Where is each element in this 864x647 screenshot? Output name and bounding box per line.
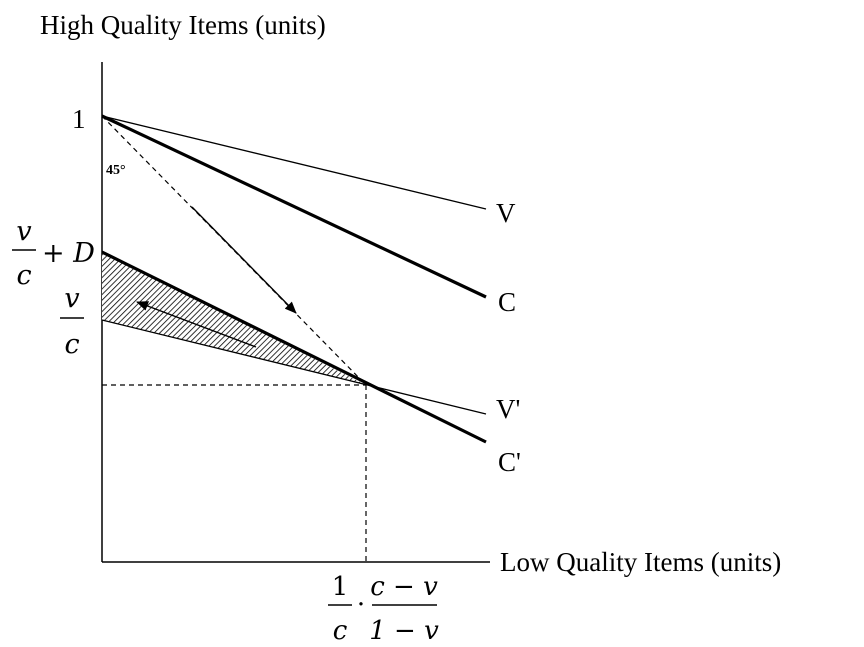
line-c — [101, 114, 487, 299]
y-tick-v-over-c: v c — [60, 283, 84, 360]
line-v-prime — [101, 319, 487, 415]
label-v-prime: V' — [496, 394, 520, 424]
shift-arrow — [191, 206, 297, 314]
label-c-prime: C' — [498, 447, 521, 477]
frac1-denominator: c — [333, 616, 348, 646]
label-c: C — [498, 287, 516, 317]
line-c-prime — [101, 250, 487, 444]
fraction-denominator: c — [16, 260, 31, 291]
frac1-numerator: 1 — [332, 572, 349, 602]
plus-d-suffix: + D — [42, 238, 95, 269]
y-tick-one: 1 — [72, 104, 86, 134]
label-v: V — [496, 198, 516, 228]
fraction-numerator: v — [64, 283, 79, 314]
fraction-denominator: c — [64, 329, 79, 360]
x-axis-title: Low Quality Items (units) — [500, 547, 781, 577]
line-v — [101, 115, 487, 210]
y-axis-title: High Quality Items (units) — [40, 10, 326, 40]
frac2-numerator: c − v — [370, 572, 438, 602]
y-tick-v-over-c-plus-d: v c + D — [12, 216, 95, 291]
rotation-arrow — [136, 301, 257, 348]
multiply-dot: · — [357, 590, 365, 620]
fraction-numerator: v — [16, 216, 31, 247]
frac2-denominator: 1 − v — [369, 616, 439, 646]
x-tick-expression: 1 c · c − v 1 − v — [328, 572, 439, 646]
angle-label: 45° — [106, 163, 126, 178]
